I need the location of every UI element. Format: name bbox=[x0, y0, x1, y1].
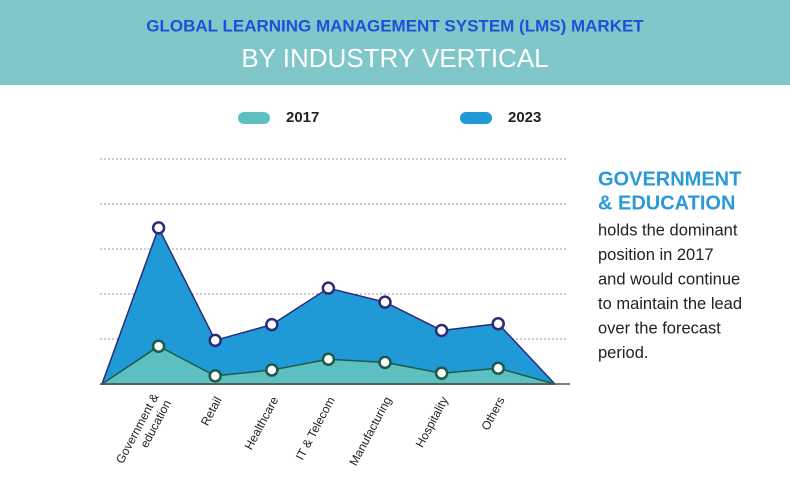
point-marker bbox=[491, 361, 505, 375]
annotation-heading: & EDUCATION bbox=[598, 192, 735, 214]
legend-label: 2017 bbox=[286, 109, 319, 126]
x-tick-label: Healthcare bbox=[242, 394, 282, 452]
x-tick-label: Government &education bbox=[113, 391, 174, 472]
point-marker bbox=[321, 352, 336, 366]
x-tick-label: IT & Telecom bbox=[293, 394, 338, 462]
x-tick-label: Retail bbox=[198, 394, 225, 428]
point-marker bbox=[265, 317, 279, 332]
point-marker bbox=[208, 369, 222, 383]
legend-swatch bbox=[238, 112, 270, 124]
chart-subtitle: BY INDUSTRY VERTICAL bbox=[241, 43, 548, 73]
point-marker bbox=[434, 366, 449, 380]
annotation-body: over the forecast bbox=[598, 319, 721, 337]
point-marker bbox=[378, 295, 392, 309]
point-marker bbox=[378, 355, 392, 370]
point-marker bbox=[151, 221, 166, 235]
point-marker bbox=[208, 333, 222, 348]
annotation-body: to maintain the lead bbox=[598, 295, 742, 313]
legend-label: 2023 bbox=[508, 109, 541, 126]
header-band bbox=[0, 0, 790, 85]
annotation-body: period. bbox=[598, 344, 648, 362]
point-marker bbox=[321, 281, 336, 295]
x-tick-label: Hospitality bbox=[413, 394, 451, 449]
chart-title: GLOBAL LEARNING MANAGEMENT SYSTEM (LMS) … bbox=[146, 16, 644, 35]
point-marker bbox=[491, 316, 505, 331]
legend-swatch bbox=[460, 112, 492, 124]
point-marker bbox=[265, 363, 279, 377]
annotation-body: holds the dominant bbox=[598, 221, 738, 239]
point-marker bbox=[151, 339, 166, 353]
point-marker bbox=[434, 323, 449, 338]
x-tick-label: Manufacturing bbox=[346, 394, 394, 468]
annotation-body: and would continue bbox=[598, 270, 740, 288]
x-tick-label: Others bbox=[478, 394, 507, 432]
annotation-heading: GOVERNMENT bbox=[598, 168, 741, 190]
annotation-body: position in 2017 bbox=[598, 246, 714, 264]
